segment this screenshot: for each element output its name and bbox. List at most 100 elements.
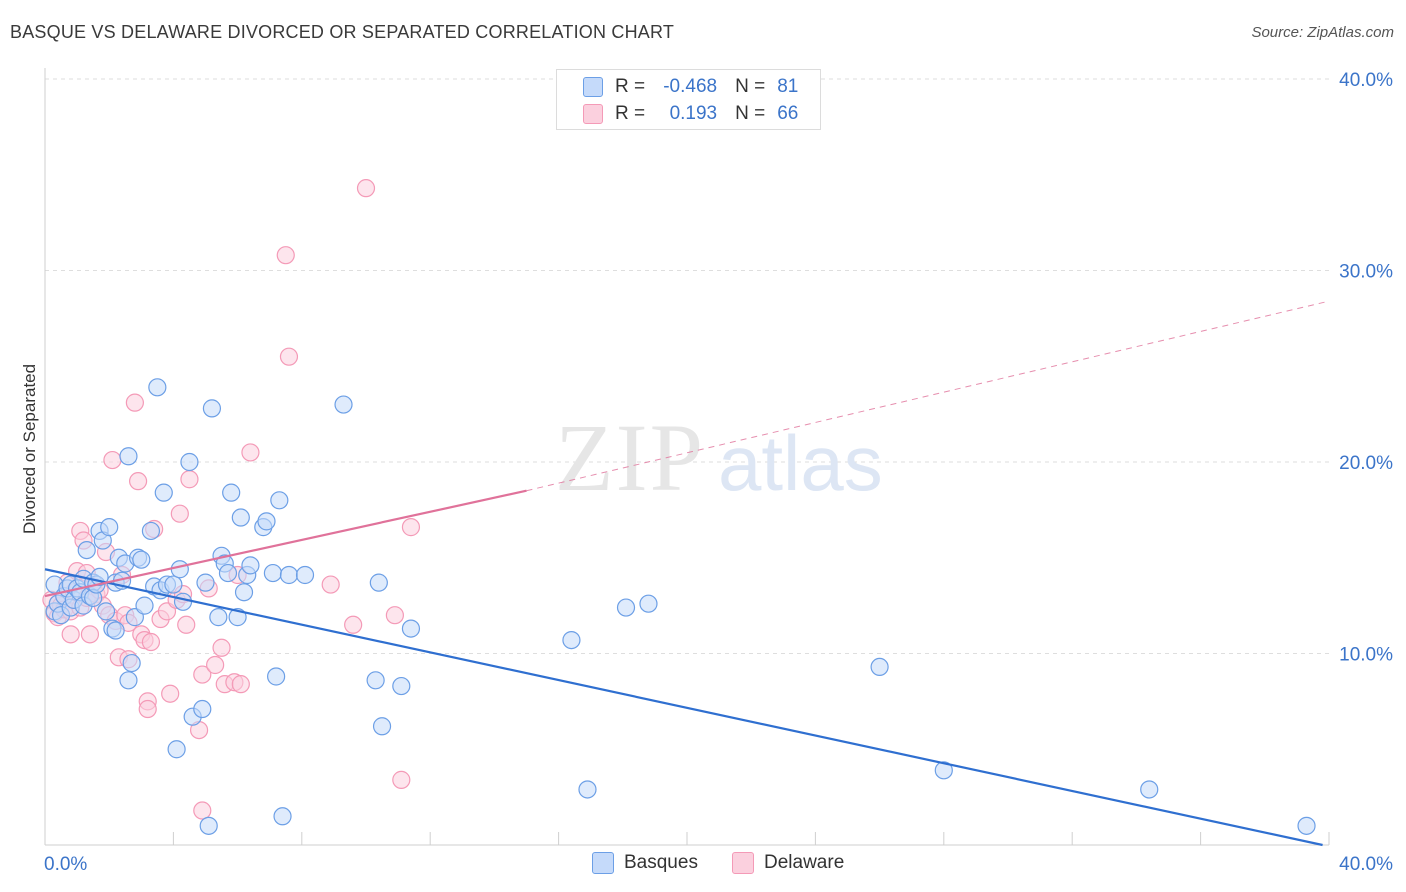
point-delaware (138, 699, 157, 719)
point-delaware (231, 675, 250, 694)
trend-line-delaware (44, 489, 527, 598)
point-basques (334, 395, 353, 414)
point-delaware (125, 393, 144, 412)
point-basques (578, 780, 597, 799)
legend-n-value: 81 (777, 76, 799, 97)
y-tick-label: 10.0% (1339, 645, 1393, 666)
legend-swatch-basques (583, 77, 603, 97)
point-basques (1297, 816, 1316, 835)
legend-n-value: 66 (777, 103, 799, 124)
point-delaware (180, 470, 199, 489)
point-delaware (385, 606, 404, 625)
point-delaware (193, 801, 212, 820)
point-basques (222, 483, 241, 502)
point-basques (141, 521, 161, 541)
point-basques (148, 378, 167, 397)
stats-legend: R = -0.468 N = 81 R = 0.193 N = 66 (556, 69, 821, 130)
point-delaware (61, 625, 80, 644)
point-basques (231, 508, 250, 527)
legend-row-delaware: R = 0.193 N = 66 (615, 102, 798, 126)
point-delaware (241, 443, 260, 462)
point-delaware (276, 246, 295, 265)
point-basques (273, 807, 292, 826)
point-basques (132, 550, 151, 569)
point-basques (372, 717, 392, 736)
legend-label-delaware: Delaware (764, 852, 845, 873)
point-basques (934, 761, 953, 780)
point-basques (180, 452, 199, 472)
y-tick-label: 20.0% (1339, 453, 1393, 474)
tick-labels: 10.0% 20.0% 30.0% 40.0% 0.0% 40.0% (44, 70, 1393, 875)
point-basques (154, 483, 173, 502)
point-basques (196, 573, 215, 592)
point-basques (279, 565, 299, 585)
point-delaware (206, 655, 225, 675)
series-basques-points (45, 378, 1316, 835)
point-delaware (170, 504, 189, 523)
point-basques (366, 671, 385, 690)
point-basques (295, 565, 315, 585)
point-basques (401, 619, 421, 638)
point-delaware (212, 638, 231, 657)
point-delaware (103, 450, 122, 470)
y-axis-label: Divorced or Separated (20, 363, 39, 534)
legend-item-basques: Basques (592, 852, 698, 874)
legend-n-label: N = (735, 103, 766, 124)
watermark-atlas: atlas (718, 419, 883, 507)
point-basques (122, 653, 141, 673)
point-basques (209, 608, 228, 627)
legend-r-label: R = (615, 76, 646, 97)
point-delaware (321, 575, 340, 594)
point-basques (167, 740, 186, 759)
legend-r-value: -0.468 (663, 76, 718, 97)
point-basques (100, 518, 119, 537)
point-basques (218, 563, 238, 583)
point-basques (173, 592, 193, 611)
point-basques (1140, 780, 1159, 799)
point-delaware (128, 472, 148, 491)
watermark: ZIP atlas (555, 404, 883, 511)
chart-title: BASQUE VS DELAWARE DIVORCED OR SEPARATED… (10, 22, 675, 42)
y-tick-label: 40.0% (1339, 70, 1393, 91)
legend-item-delaware: Delaware (732, 852, 844, 874)
source-label: Source: ZipAtlas.com (1251, 24, 1394, 41)
point-basques (392, 676, 411, 696)
point-basques (170, 560, 189, 579)
point-basques (119, 671, 138, 690)
trend-line-basques (44, 568, 1323, 847)
point-delaware (80, 625, 100, 644)
point-basques (199, 816, 218, 835)
y-tick-label: 30.0% (1339, 262, 1393, 283)
legend-label-basques: Basques (624, 852, 698, 873)
point-delaware (279, 347, 299, 366)
point-delaware (344, 615, 363, 634)
point-basques (164, 575, 183, 594)
point-basques (267, 667, 286, 686)
point-basques (257, 512, 276, 531)
legend-n-label: N = (735, 76, 766, 97)
x-tick-label: 40.0% (1339, 854, 1393, 875)
legend-swatch-basques (592, 852, 614, 874)
point-basques (369, 573, 388, 592)
legend-swatch-delaware (583, 104, 603, 124)
legend-row-basques: R = -0.468 N = 81 (615, 75, 798, 99)
point-basques (270, 491, 289, 510)
legend-swatch-delaware (732, 852, 754, 874)
point-basques (228, 608, 247, 627)
point-delaware (356, 179, 376, 198)
point-basques (870, 657, 889, 677)
point-basques (106, 621, 125, 640)
point-basques (119, 447, 138, 466)
point-basques (616, 598, 636, 617)
point-basques (135, 596, 154, 615)
point-delaware (177, 615, 196, 634)
watermark-zip: ZIP (555, 404, 705, 511)
point-basques (639, 594, 658, 613)
point-basques (241, 556, 260, 575)
legend-r-label: R = (615, 103, 646, 124)
point-delaware (392, 770, 411, 789)
point-basques (234, 583, 254, 602)
trend-line-delaware-extension (526, 300, 1330, 492)
trend-lines (44, 300, 1330, 847)
point-basques (562, 630, 581, 650)
